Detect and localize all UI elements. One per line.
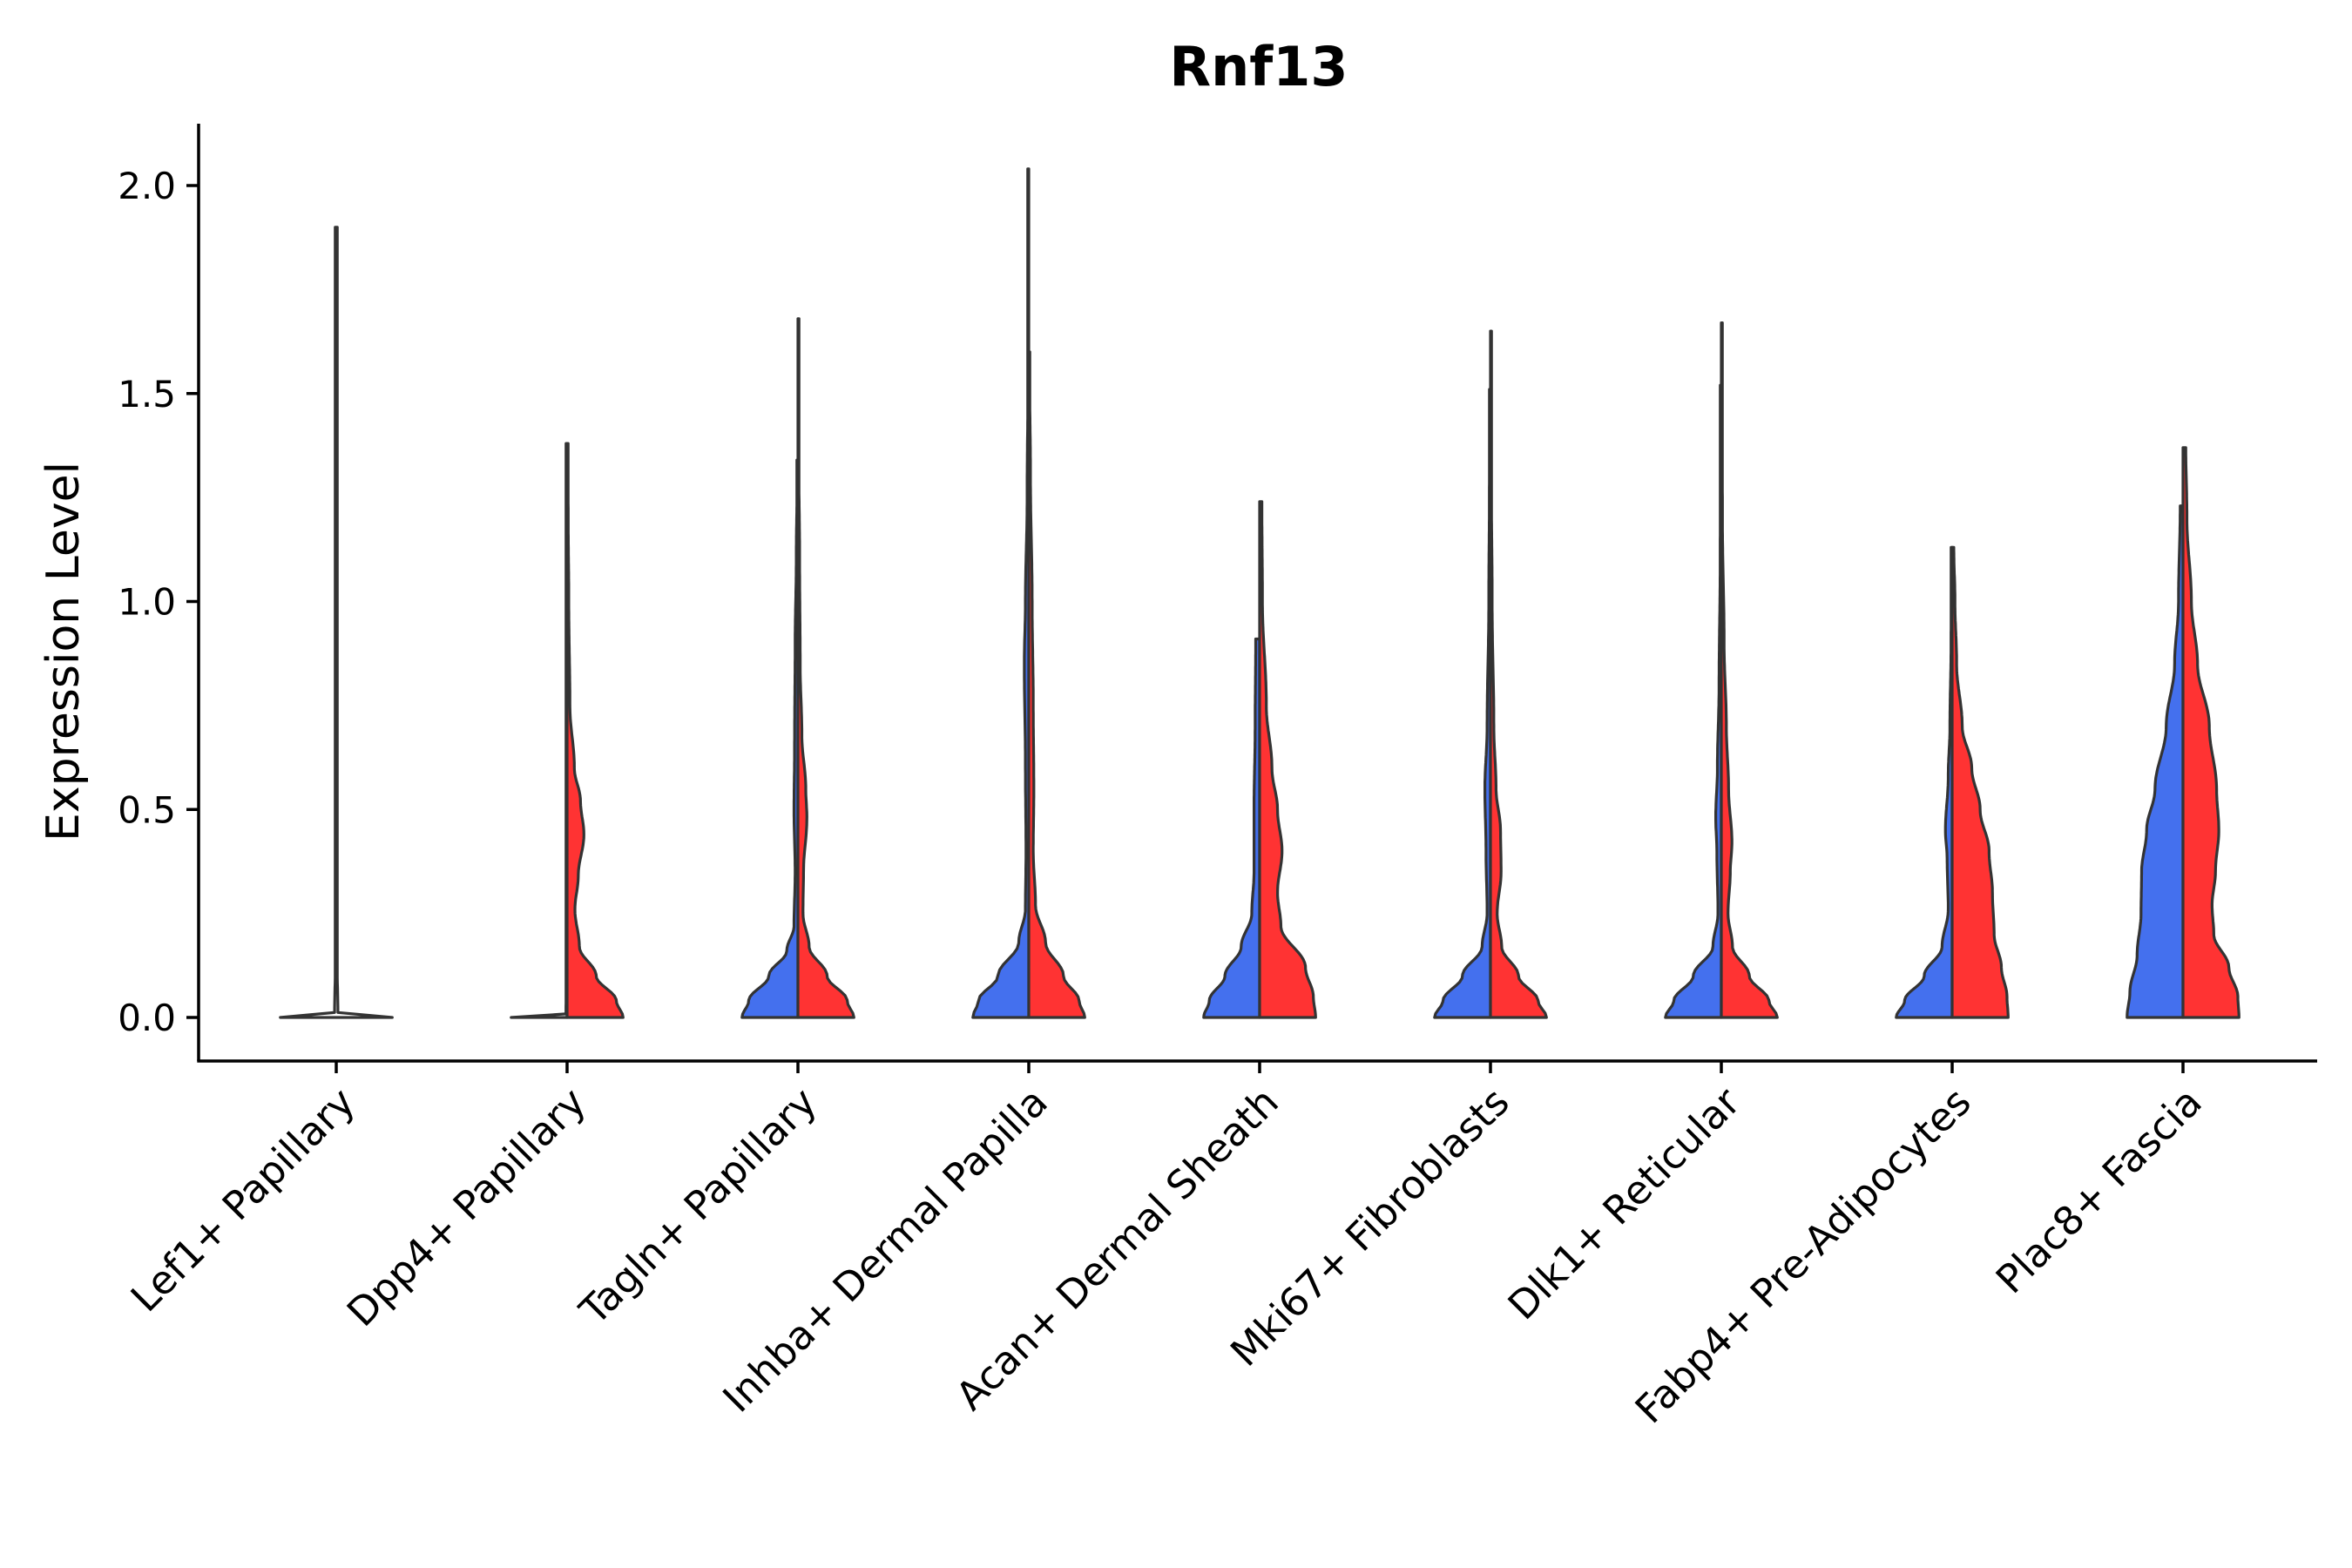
y-tick-label: 0.0 bbox=[118, 997, 176, 1039]
violin-layer bbox=[279, 167, 2240, 1019]
violin-right-red bbox=[1950, 545, 2010, 1019]
y-tick-label: 1.5 bbox=[118, 373, 176, 416]
violin-left-blue bbox=[1202, 637, 1261, 1019]
y-tick-label: 1.0 bbox=[118, 581, 176, 624]
violin-right-red bbox=[1027, 350, 1086, 1019]
y-tick-label: 2.0 bbox=[118, 165, 176, 207]
chart-title: Rnf13 bbox=[1169, 35, 1348, 98]
x-tick-label: Dlk1+ Reticular bbox=[1499, 1078, 1749, 1328]
violin-right-red bbox=[796, 317, 855, 1019]
violin-left-blue bbox=[1433, 388, 1492, 1019]
violin-left-blue bbox=[1895, 545, 1954, 1019]
violin-left-blue bbox=[740, 458, 800, 1019]
violin-left-blue bbox=[2126, 504, 2185, 1019]
y-ticks: 0.0 0.5 1.0 1.5 2.0 bbox=[118, 165, 199, 1039]
violin-right-red bbox=[1258, 500, 1317, 1019]
violin-right-red bbox=[565, 442, 625, 1019]
y-tick-label: 0.5 bbox=[118, 788, 176, 831]
violin-left-blue bbox=[1664, 383, 1723, 1019]
x-tick-label: Lef1+ Papillary bbox=[122, 1078, 364, 1321]
y-axis-label: Expression Level bbox=[37, 462, 90, 841]
x-tick-label: Plac8+ Fascia bbox=[1987, 1078, 2211, 1302]
violin-right-red bbox=[2181, 446, 2240, 1019]
axes-layer bbox=[197, 124, 2317, 1063]
violin-left-blue bbox=[971, 167, 1031, 1019]
x-tick-label: Tagln+ Papillary bbox=[571, 1078, 826, 1334]
violin-right-red bbox=[1720, 321, 1779, 1019]
violin-right-red bbox=[1489, 329, 1548, 1019]
x-tick-label: Dpp4+ Papillary bbox=[338, 1078, 595, 1335]
violin-left-neutral bbox=[510, 442, 569, 1019]
violin-full-neutral bbox=[279, 226, 394, 1019]
